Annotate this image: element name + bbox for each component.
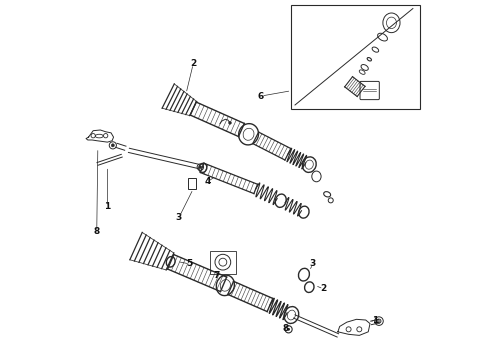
Text: 3: 3	[176, 213, 182, 222]
Text: 2: 2	[190, 59, 196, 68]
Circle shape	[228, 121, 231, 124]
Text: 1: 1	[372, 315, 378, 324]
Text: 2: 2	[320, 284, 327, 293]
Circle shape	[377, 319, 381, 323]
Text: 6: 6	[258, 91, 264, 100]
Circle shape	[199, 166, 202, 168]
Circle shape	[111, 144, 115, 147]
Text: 7: 7	[213, 271, 220, 280]
Text: 5: 5	[187, 260, 193, 269]
Bar	[210, 251, 236, 274]
Text: 4: 4	[204, 177, 211, 186]
Circle shape	[377, 319, 381, 323]
Text: 8: 8	[283, 324, 289, 333]
Text: 3: 3	[310, 260, 316, 269]
Text: 1: 1	[104, 202, 111, 211]
Text: 8: 8	[94, 227, 100, 236]
Bar	[188, 178, 196, 189]
Circle shape	[287, 328, 290, 331]
Bar	[292, 5, 420, 109]
